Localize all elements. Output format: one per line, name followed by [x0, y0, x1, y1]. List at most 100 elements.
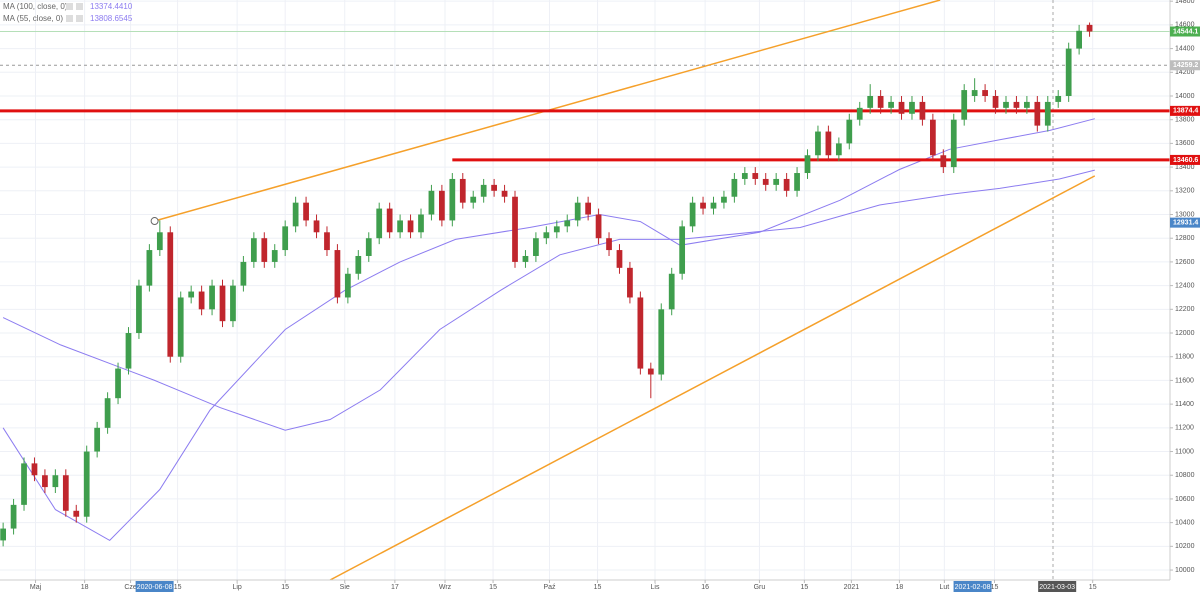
candle-body — [73, 510, 80, 517]
candle-body — [376, 208, 383, 239]
moving-average — [2, 169, 1095, 431]
candle-body — [1024, 101, 1030, 108]
candle-body — [668, 273, 675, 310]
x-tick-label: 17 — [391, 584, 399, 591]
candle-body — [679, 226, 686, 274]
candle-body — [250, 238, 257, 262]
candle-body — [104, 398, 111, 428]
candle-body — [0, 528, 7, 541]
price-tag-label: 14259.2 — [1173, 62, 1198, 69]
candle-body — [177, 297, 184, 357]
price-tag-label: 14544.1 — [1173, 28, 1198, 35]
price-tag — [1170, 60, 1200, 71]
y-tick-label: 12800 — [1175, 235, 1195, 242]
date-tag — [1038, 581, 1077, 592]
date-tag-label: 2020-06-08 — [137, 584, 173, 591]
price-tag — [1170, 154, 1200, 165]
candle-body — [209, 285, 215, 310]
candle-body — [1003, 101, 1009, 108]
y-tick-label: 13800 — [1175, 117, 1195, 124]
x-tick-label: Paź — [543, 584, 556, 591]
candle-body — [282, 226, 289, 251]
x-tick-label: 16 — [701, 584, 709, 591]
candle-body — [219, 285, 226, 322]
y-tick-label: 11800 — [1175, 354, 1194, 361]
legend-button — [66, 15, 73, 22]
trendline-anchor — [150, 217, 159, 226]
candle-body — [21, 463, 27, 505]
y-tick-label: 10200 — [1175, 543, 1195, 550]
price-tag — [1170, 26, 1200, 37]
x-tick-label: Lis — [651, 584, 660, 591]
candle-body — [449, 178, 456, 221]
candle-body — [721, 196, 727, 203]
x-tick-label: 15 — [594, 584, 602, 591]
legend-value: 13808.6545 — [90, 14, 133, 23]
candle-body — [553, 226, 560, 233]
candle-body — [815, 131, 821, 156]
candle-body — [574, 202, 581, 221]
price-tag — [1170, 105, 1200, 116]
candle-body — [877, 95, 884, 108]
legend-value: 13374.4410 — [90, 2, 133, 11]
candle-body — [940, 155, 947, 168]
candle-body — [585, 202, 592, 215]
date-tag-label: 2021-02-08 — [955, 584, 991, 591]
candle-body — [794, 173, 800, 191]
candle-body — [146, 250, 153, 286]
candle-body — [929, 119, 936, 156]
candle-body — [344, 273, 351, 298]
plot-area — [0, 0, 1170, 580]
candle-body — [950, 119, 957, 168]
candle-body — [1044, 101, 1051, 126]
candle-body — [856, 107, 863, 120]
y-tick-label: 14800 — [1175, 0, 1195, 5]
price-tag — [1170, 217, 1200, 228]
y-tick-label: 14200 — [1175, 69, 1195, 76]
x-tick-label: 15 — [281, 584, 289, 591]
y-tick-label: 10800 — [1175, 472, 1195, 479]
candle-body — [835, 143, 842, 156]
candle-body — [982, 90, 988, 96]
x-tick-label: 15 — [489, 584, 497, 591]
price-tag-label: 12931.4 — [1173, 219, 1198, 226]
x-tick-label: 15 — [1089, 584, 1097, 591]
candle-body — [428, 190, 435, 215]
candle-body — [1076, 30, 1082, 49]
date-tag — [953, 581, 992, 592]
x-tick-label: 15 — [800, 584, 808, 591]
x-tick-label: 18 — [81, 584, 89, 591]
candle-body — [501, 190, 508, 197]
candle-body — [992, 95, 999, 108]
candle-body — [491, 184, 497, 191]
candle-body — [407, 220, 414, 233]
candle-body — [909, 101, 915, 114]
legend-label: MA (55, close, 0) — [3, 14, 63, 23]
x-tick-label: 2021 — [844, 584, 860, 591]
candle-body — [42, 475, 48, 488]
x-tick-label: Lip — [232, 584, 241, 591]
y-tick-label: 10000 — [1175, 567, 1195, 574]
candle-body — [230, 285, 236, 322]
candle-body — [125, 333, 132, 369]
y-tick-label: 13000 — [1175, 211, 1195, 218]
candle-body — [261, 238, 268, 262]
legend-button — [76, 3, 83, 10]
candle-body — [365, 238, 372, 256]
candle-body — [1034, 101, 1041, 126]
candle-body — [867, 95, 874, 108]
y-tick-label: 13600 — [1175, 140, 1195, 147]
candle-body — [564, 220, 571, 227]
y-tick-label: 12600 — [1175, 259, 1195, 266]
candle-body — [804, 155, 811, 174]
candle-body — [303, 202, 309, 221]
candle-body — [741, 173, 748, 179]
candle-body — [731, 178, 738, 197]
axes: 10000 10200 10400 10600 10800 11000 11200 11400… — [30, 0, 1200, 592]
candle-body — [961, 90, 968, 120]
candle-body — [156, 232, 163, 251]
x-tick-label: 15 — [174, 584, 182, 591]
candle-body — [533, 238, 539, 256]
candle-body — [334, 250, 341, 298]
